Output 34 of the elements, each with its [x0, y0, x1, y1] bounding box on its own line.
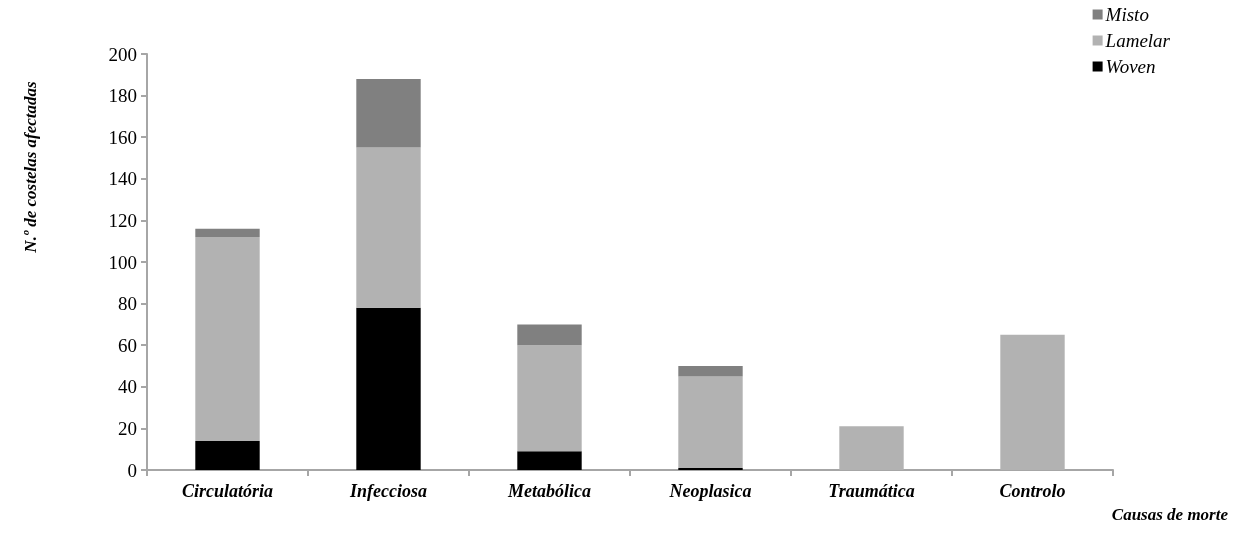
bar — [678, 376, 743, 468]
x-tick-label: Controlo — [999, 481, 1066, 501]
bar — [356, 307, 421, 470]
bar — [517, 324, 582, 346]
x-tick-label: Traumática — [828, 481, 915, 501]
y-tick-label: 160 — [108, 126, 137, 148]
legend-label: Woven — [1105, 56, 1156, 77]
legend-label: Misto — [1104, 4, 1149, 25]
legend-label: Lamelar — [1104, 30, 1171, 51]
x-tick-label: Circulatória — [181, 481, 274, 501]
y-tick-label: 80 — [118, 293, 137, 315]
bar — [195, 440, 260, 470]
x-tick-label: Neoplasica — [668, 481, 752, 501]
y-tick-label: 20 — [118, 417, 137, 439]
y-tick-label: 180 — [108, 85, 137, 107]
y-tick-label: 0 — [127, 459, 137, 481]
bar — [517, 345, 582, 452]
x-axis-title: Causas de morte — [1111, 505, 1229, 524]
x-tick-label: Metabólica — [507, 481, 591, 501]
bar — [356, 78, 421, 148]
y-axis-title: N.º de costelas afectadas — [21, 80, 40, 254]
bar — [195, 228, 260, 238]
y-tick-label: 200 — [108, 43, 137, 65]
y-tick-label: 40 — [118, 376, 137, 398]
y-tick-label: 60 — [118, 334, 137, 356]
bar — [517, 451, 582, 470]
y-tick-label: 120 — [108, 209, 137, 231]
bar — [678, 366, 743, 377]
bar — [356, 147, 421, 308]
y-tick-label: 100 — [108, 251, 137, 273]
x-tick-label: Infecciosa — [349, 481, 427, 501]
bar — [195, 237, 260, 441]
bar — [678, 467, 743, 470]
y-tick-label: 140 — [108, 168, 137, 190]
